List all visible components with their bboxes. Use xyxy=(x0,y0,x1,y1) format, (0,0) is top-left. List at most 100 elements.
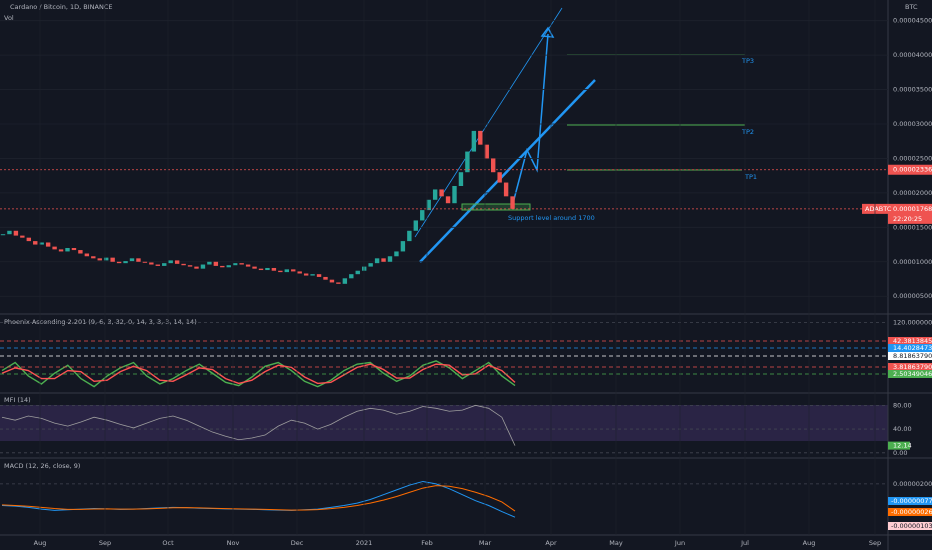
tp3-label: TP3 xyxy=(741,57,754,65)
candle xyxy=(26,237,31,242)
time-label: Feb xyxy=(421,539,433,547)
candle xyxy=(271,267,277,271)
macd-title: MACD (12, 26, close, 9) xyxy=(4,462,80,470)
candle xyxy=(374,258,380,264)
candle xyxy=(400,241,406,252)
macd-label-box xyxy=(888,508,932,516)
level-label-box xyxy=(888,352,932,360)
y-tick-label: 0.00001500 xyxy=(893,223,932,231)
candle xyxy=(258,268,264,271)
candle xyxy=(136,258,141,262)
candle xyxy=(342,278,348,284)
y-tick-label: 0.00002000 xyxy=(893,189,932,197)
candle xyxy=(278,270,283,273)
candle xyxy=(233,263,238,266)
candle xyxy=(336,282,341,284)
y-tick-label: 0.00 xyxy=(893,449,907,457)
level-label: 8.81863790 xyxy=(893,352,932,360)
price-label-box xyxy=(888,164,932,175)
candle xyxy=(20,235,25,238)
tp2-label: TP2 xyxy=(741,128,754,136)
indicator-line xyxy=(1,360,516,388)
candle xyxy=(413,220,418,231)
candle xyxy=(484,144,489,159)
candle xyxy=(394,251,399,257)
candle xyxy=(458,172,464,186)
candle xyxy=(207,261,212,265)
time-label: Aug xyxy=(803,539,816,547)
level-label-box xyxy=(888,344,932,352)
candle xyxy=(349,274,354,279)
candle xyxy=(116,261,122,264)
y-tick-label: 0.00003000 xyxy=(893,120,932,128)
candle xyxy=(284,269,289,273)
candle xyxy=(162,263,167,266)
candle xyxy=(329,279,335,283)
y-tick-label: 80.00 xyxy=(893,401,912,409)
phoenix-title: Phoenix Ascending 2.201 (9, 6, 3, 32, 0,… xyxy=(4,318,197,326)
tp1-label: TP1 xyxy=(744,173,757,181)
candle xyxy=(220,265,225,268)
candle xyxy=(104,257,109,261)
indicator-line xyxy=(1,404,516,446)
candle xyxy=(39,242,44,245)
candle xyxy=(174,260,180,264)
y-tick-label: 0.00004500 xyxy=(893,17,932,25)
candle xyxy=(78,250,83,254)
candle xyxy=(97,258,102,261)
level-label-box xyxy=(888,370,932,378)
time-label: Apr xyxy=(545,539,557,547)
symbol-label: ADABTC xyxy=(865,205,892,213)
candle xyxy=(200,264,206,269)
indicator-line xyxy=(1,485,516,512)
arrow-head xyxy=(540,26,555,38)
mfi-last-label: 12.14 xyxy=(893,442,912,450)
candle xyxy=(407,230,412,242)
mfi-label-box xyxy=(888,441,910,450)
macd-last-label: -0.00000026 xyxy=(891,508,932,516)
candle xyxy=(310,274,315,276)
candle xyxy=(471,130,477,152)
candle xyxy=(297,271,302,274)
time-label: Dec xyxy=(291,539,304,547)
candle xyxy=(149,262,154,265)
time-label: Sep xyxy=(99,539,111,547)
candle xyxy=(187,265,193,267)
candle xyxy=(84,253,90,257)
level-label-box xyxy=(888,337,932,345)
y-tick-label: 0.00004000 xyxy=(893,51,932,59)
candle xyxy=(168,260,173,264)
candle xyxy=(381,258,386,262)
symbol-title: Cardano / Bitcoin, 1D, BINANCE xyxy=(10,3,113,11)
candle xyxy=(129,258,135,262)
time-label: Oct xyxy=(162,539,174,547)
candle xyxy=(252,266,257,269)
candle xyxy=(181,263,186,266)
candle xyxy=(439,189,444,197)
candle xyxy=(52,246,57,250)
candle xyxy=(213,261,219,266)
candle xyxy=(323,276,328,280)
y-tick-label: 0.00000500 xyxy=(893,292,932,300)
candle xyxy=(13,230,19,236)
support-box xyxy=(461,203,531,211)
candle xyxy=(303,273,309,276)
price-label: 0.00001768 xyxy=(893,205,932,213)
level-label: 14.40284733 xyxy=(893,344,932,352)
candle xyxy=(226,265,231,268)
candle xyxy=(465,151,470,173)
level-label-box xyxy=(888,363,932,371)
candle xyxy=(0,234,6,236)
candle xyxy=(316,274,322,277)
candle xyxy=(291,269,296,272)
trend-line xyxy=(419,79,596,263)
candle xyxy=(478,130,483,145)
candle xyxy=(445,196,451,204)
candle xyxy=(71,248,77,251)
candle xyxy=(239,263,244,265)
y-tick-label: 0.00000200 xyxy=(893,480,932,488)
candle xyxy=(7,230,12,235)
price-label: 0.00002336 xyxy=(893,166,932,174)
y-tick-label: 0.00002500 xyxy=(893,154,932,162)
